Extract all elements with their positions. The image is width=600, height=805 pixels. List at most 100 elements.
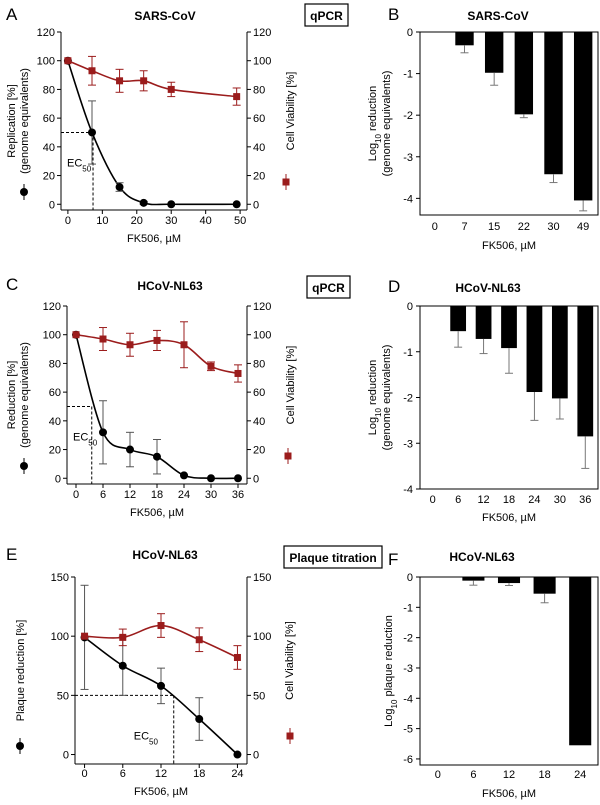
- y-tick-label: 60: [49, 387, 61, 399]
- data-point: [126, 445, 134, 454]
- panel-c: C HCoV-NL63 qPCR: [6, 275, 351, 299]
- x-tick-label: 0: [430, 494, 436, 506]
- y-tick-label: 50: [57, 690, 69, 702]
- panel-f: F HCoV-NL63: [388, 550, 515, 569]
- x-tick-label: 18: [503, 494, 515, 506]
- y2-tick-label: 100: [253, 631, 271, 643]
- y-tick-label: -4: [403, 193, 413, 205]
- panel-b: B SARS-CoV: [388, 5, 529, 24]
- y2-tick-label: 60: [253, 113, 265, 125]
- x-tick-label: 6: [470, 769, 476, 781]
- y2-tick-label: 120: [253, 27, 271, 39]
- x-tick-label: 36: [232, 489, 244, 501]
- data-point: [119, 633, 127, 641]
- y2-tick-label: 40: [253, 142, 265, 154]
- x-tick-label: 18: [193, 768, 205, 780]
- y-tick-label: 60: [43, 113, 55, 125]
- y-axis-label-2: (genome equivalents): [19, 68, 31, 174]
- chart-title: HCoV-NL63: [449, 550, 515, 564]
- subscript: 10: [374, 133, 383, 142]
- x-axis-label: FK506, µM: [482, 788, 536, 800]
- method-box: [283, 545, 383, 569]
- x-tick-label: 24: [178, 489, 190, 501]
- x-tick-label: 30: [165, 215, 177, 227]
- x-tick-label: 18: [151, 489, 163, 501]
- y2-tick-label: 80: [253, 358, 265, 370]
- data-point: [116, 77, 124, 85]
- ec50-label: EC50: [73, 431, 98, 447]
- y-tick-label: 0: [407, 27, 413, 39]
- x-axis-label: FK506, µM: [482, 240, 536, 252]
- y-tick-label: 20: [49, 445, 61, 457]
- y-tick-label: 0: [49, 199, 55, 211]
- panel-letter: E: [6, 545, 17, 564]
- x-tick-label: 6: [455, 494, 461, 506]
- data-point: [153, 452, 161, 461]
- y-tick-label: 20: [43, 171, 55, 183]
- data-point: [126, 341, 134, 349]
- y-axis-label: Log10 plaque reduction: [383, 615, 399, 727]
- data-point: [195, 636, 203, 644]
- data-point: [232, 200, 241, 209]
- y2-tick-label: 120: [253, 301, 271, 313]
- bar: [462, 577, 485, 581]
- panel-a: A SARS-CoV qPCR: [6, 3, 349, 27]
- label-part: EC: [73, 431, 88, 443]
- y2-tick-label: 20: [253, 171, 265, 183]
- x-tick-label: 7: [461, 221, 467, 233]
- label-part: reduction: [367, 86, 379, 134]
- data-point: [81, 632, 89, 640]
- data-point: [140, 77, 148, 85]
- method-label: qPCR: [310, 9, 343, 23]
- label-part: reduction: [367, 360, 379, 408]
- bar: [497, 577, 521, 584]
- y-tick-label: 100: [51, 631, 69, 643]
- data-point: [157, 622, 165, 630]
- x-tick-label: 12: [503, 769, 515, 781]
- y-tick-label: 120: [37, 27, 55, 39]
- x-tick-label: 0: [432, 221, 438, 233]
- y-tick-label: 80: [49, 358, 61, 370]
- bar: [573, 32, 593, 201]
- x-axis-label: FK506, µM: [130, 507, 184, 519]
- data-point: [207, 474, 215, 483]
- data-point: [88, 128, 96, 137]
- chart-title: SARS-CoV: [467, 9, 528, 23]
- data-point: [180, 471, 188, 480]
- panel-letter: C: [6, 275, 18, 294]
- y2-tick-label: 100: [253, 56, 271, 68]
- subscript: 10: [374, 407, 383, 416]
- data-point: [139, 198, 148, 207]
- subscript: 50: [82, 164, 91, 173]
- chart-title: HCoV-NL63: [132, 548, 198, 562]
- bar: [551, 306, 568, 399]
- label-part: Log: [367, 143, 379, 161]
- y-tick-label: 120: [43, 301, 61, 313]
- series-line: [67, 59, 237, 98]
- bar: [544, 32, 563, 175]
- x-tick-label: 24: [574, 769, 586, 781]
- series-line: [67, 60, 237, 206]
- y-tick-label: -2: [403, 110, 413, 122]
- data-point: [115, 183, 124, 192]
- x-tick-label: 18: [538, 769, 550, 781]
- legend-marker-square: [286, 732, 294, 740]
- y2-tick-label: 0: [253, 750, 259, 762]
- data-point: [233, 653, 241, 661]
- legend-marker-circle: [20, 188, 28, 196]
- x-axis-label: FK506, µM: [127, 233, 181, 245]
- bar: [475, 306, 492, 339]
- x-tick-label: 10: [96, 215, 108, 227]
- y-axis-label: Reduction [%]: [6, 361, 18, 429]
- chart-title: HCoV-NL63: [455, 281, 521, 295]
- y-axis-label: Log10 reduction: [367, 86, 383, 162]
- x-tick-label: 30: [547, 221, 559, 233]
- y-tick-label: -1: [403, 347, 413, 359]
- subscript: 10: [390, 699, 399, 708]
- y-axis-label-2: (genome equivalents): [381, 71, 393, 177]
- method-box: [306, 275, 351, 299]
- x-tick-label: 0: [81, 768, 87, 780]
- data-point: [99, 428, 107, 437]
